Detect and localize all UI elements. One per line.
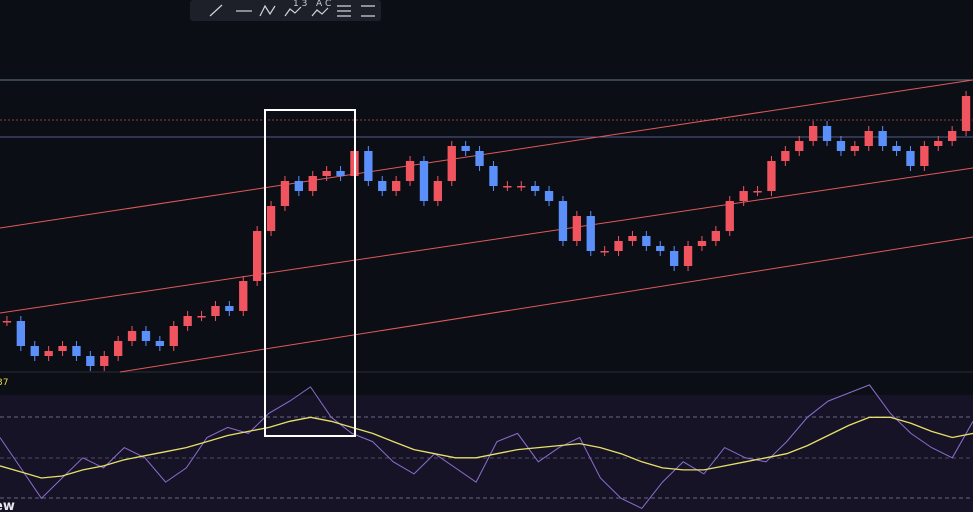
candle-body bbox=[781, 151, 790, 161]
candle-body bbox=[808, 126, 818, 141]
candle-body bbox=[405, 161, 415, 181]
drawing-toolbar bbox=[190, 0, 381, 21]
candle-body bbox=[2, 321, 12, 323]
candle-body bbox=[600, 251, 609, 253]
candle-body bbox=[433, 181, 443, 201]
candle-body bbox=[753, 191, 762, 193]
candle-body bbox=[822, 126, 832, 141]
candle-body bbox=[211, 306, 220, 316]
candle-body bbox=[113, 341, 123, 356]
candle-body bbox=[530, 186, 540, 191]
candle-body bbox=[197, 316, 206, 318]
candle-body bbox=[572, 216, 582, 241]
signal-line bbox=[0, 416, 973, 479]
candle-body bbox=[920, 146, 929, 166]
candle-body bbox=[614, 241, 623, 251]
candle-body bbox=[378, 181, 387, 191]
candle-body bbox=[308, 176, 317, 191]
candle-body bbox=[489, 166, 498, 186]
channel-line bbox=[119, 236, 973, 373]
candle-body bbox=[961, 96, 971, 131]
candle-body bbox=[280, 181, 290, 206]
candle-body bbox=[58, 346, 67, 351]
candle-body bbox=[72, 346, 81, 356]
candle-body bbox=[364, 151, 373, 181]
candle-body bbox=[419, 161, 429, 201]
candle-body bbox=[934, 141, 943, 146]
channel-line bbox=[0, 79, 973, 229]
candle-body bbox=[169, 326, 178, 346]
candle-body bbox=[127, 331, 137, 341]
candle-body bbox=[669, 251, 679, 266]
channel-line bbox=[0, 167, 973, 314]
candle-body bbox=[266, 206, 276, 231]
candle-body bbox=[850, 146, 860, 151]
candle-body bbox=[322, 171, 331, 176]
candle-body bbox=[947, 131, 957, 141]
candle-body bbox=[86, 356, 95, 366]
candle-body bbox=[864, 131, 873, 146]
candle-body bbox=[183, 316, 192, 326]
candle-body bbox=[558, 201, 568, 241]
candle-body bbox=[294, 181, 304, 191]
indicator-value: 37 bbox=[0, 378, 8, 388]
candle-body bbox=[447, 146, 456, 181]
candle-body bbox=[642, 236, 651, 246]
candle-body bbox=[100, 356, 109, 366]
candle-body bbox=[44, 351, 53, 356]
oscillator-line bbox=[0, 384, 973, 510]
icon-label[interactable]: A C bbox=[316, 0, 331, 9]
candle-body bbox=[683, 246, 693, 266]
candle-body bbox=[252, 231, 262, 281]
oscillator-bg bbox=[0, 395, 973, 512]
candle-body bbox=[711, 231, 721, 241]
watermark: ew bbox=[0, 499, 15, 512]
candle-body bbox=[892, 146, 901, 151]
candle-body bbox=[739, 191, 748, 201]
toolbar-icons bbox=[209, 4, 375, 17]
candle-body bbox=[795, 141, 804, 151]
candle-body bbox=[155, 341, 165, 346]
candle-body bbox=[836, 141, 846, 151]
candle-body bbox=[391, 181, 401, 191]
candle-body bbox=[656, 246, 665, 251]
candle-body bbox=[30, 346, 39, 356]
highlight-box bbox=[264, 109, 356, 437]
icon-label[interactable]: 1 3 bbox=[293, 0, 307, 9]
candle-body bbox=[586, 216, 595, 251]
candle-body bbox=[628, 236, 637, 241]
candle-body bbox=[767, 161, 776, 191]
candle-body bbox=[475, 151, 484, 166]
candle-body bbox=[141, 331, 151, 341]
candle-body bbox=[461, 146, 470, 151]
candle-body bbox=[725, 201, 734, 231]
candle-body bbox=[16, 321, 26, 346]
candle-body bbox=[336, 171, 345, 176]
candle-body bbox=[544, 191, 554, 201]
candle-body bbox=[225, 306, 234, 311]
candle-body bbox=[239, 281, 248, 311]
candle-body bbox=[517, 186, 526, 188]
candle-body bbox=[697, 241, 707, 246]
candle-body bbox=[906, 151, 915, 166]
candle-body bbox=[503, 186, 512, 188]
candle-body bbox=[878, 131, 887, 146]
